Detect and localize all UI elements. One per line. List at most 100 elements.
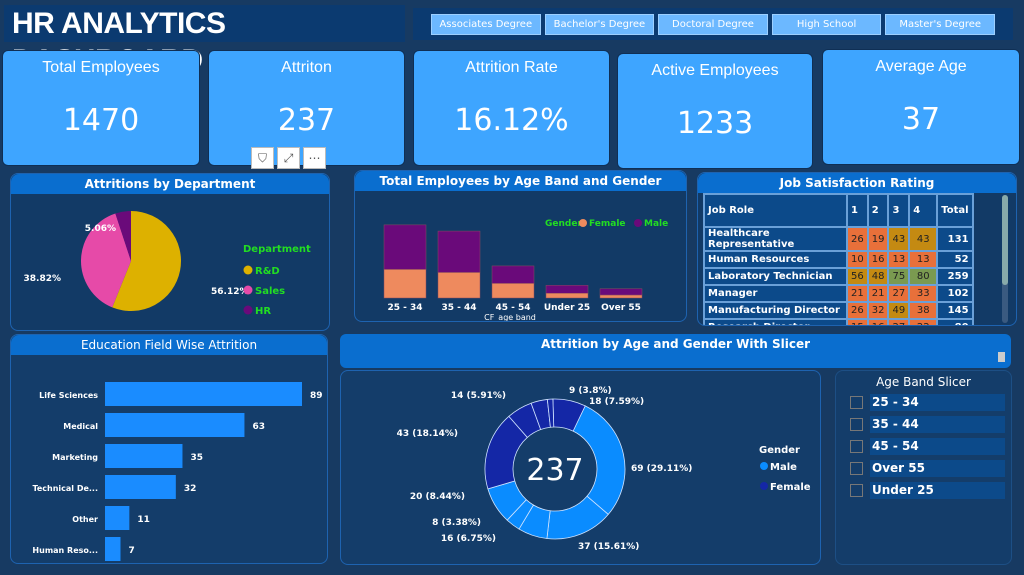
y-tick-label: Life Sciences: [39, 391, 98, 400]
bar-data-label: 89: [310, 391, 323, 401]
checkbox[interactable]: [850, 484, 863, 497]
rating-cell: 56: [846, 267, 869, 286]
slicer-option[interactable]: Under 25: [850, 482, 1011, 499]
slicer-option-label: 35 - 44: [870, 416, 1005, 433]
kpi-attrition-rate: Attrition Rate 16.12%: [413, 50, 610, 166]
legend-item: Female: [589, 219, 626, 229]
bar-male: [599, 288, 643, 296]
column-header[interactable]: 3: [887, 193, 911, 228]
more-options-button[interactable]: ⋯: [303, 147, 326, 169]
bar-female: [437, 272, 481, 299]
education-bar: [105, 506, 130, 530]
slicer-option[interactable]: Over 55: [850, 460, 1011, 477]
bar-male: [437, 230, 481, 273]
degree-button-doctoral[interactable]: Doctoral Degree: [658, 14, 768, 35]
checkbox[interactable]: [850, 396, 863, 409]
total-cell: 52: [936, 250, 974, 269]
rating-cell: 21: [846, 284, 869, 303]
table-scrollbar[interactable]: [1002, 195, 1008, 323]
rating-cell: 27: [887, 318, 911, 325]
rating-cell: 26: [846, 301, 869, 320]
education-bar: [105, 413, 245, 437]
total-cell: 80: [936, 318, 974, 325]
degree-button-masters[interactable]: Master's Degree: [885, 14, 995, 35]
legend-marker: [634, 219, 642, 227]
rating-cell: 27: [887, 284, 911, 303]
rating-cell: 80: [908, 267, 939, 286]
bar-data-label: 7: [128, 546, 134, 556]
donut-data-label: 16 (6.75%): [441, 534, 496, 544]
scroll-handle[interactable]: [998, 352, 1005, 362]
degree-button-high-school[interactable]: High School: [771, 14, 882, 35]
pie-slice-sales: [81, 213, 131, 308]
pie-data-label: 38.82%: [24, 274, 62, 284]
column-header[interactable]: 2: [866, 193, 890, 228]
bar-data-label: 11: [137, 515, 150, 525]
kpi-label: Active Employees: [651, 62, 779, 79]
education-slicer: Associates Degree Bachelor's Degree Doct…: [413, 8, 1013, 40]
checkbox[interactable]: [850, 440, 863, 453]
donut-data-label: 9 (3.8%): [569, 386, 612, 396]
rating-cell: 13: [887, 250, 911, 269]
legend-item: Female: [770, 482, 811, 493]
x-tick-label: Over 55: [601, 303, 641, 313]
table-header-row: Job Role 1 2 3 4 Total: [703, 193, 974, 228]
education-bar: [105, 382, 302, 406]
filter-icon[interactable]: ⛉: [251, 147, 274, 169]
job-satisfaction-table: Job Role 1 2 3 4 Total Healthcare Representati…: [703, 193, 974, 325]
bar-female: [383, 269, 427, 299]
rating-cell: 10: [846, 250, 869, 269]
legend-item: HR: [255, 306, 271, 317]
rating-cell: 43: [887, 226, 911, 252]
x-axis-label: CF_age band: [484, 313, 536, 321]
column-header[interactable]: Job Role: [703, 193, 848, 228]
kpi-label: Attriton: [281, 59, 332, 76]
kpi-attrition: Attriton 237: [208, 50, 405, 166]
slicer-option-label: Over 55: [870, 460, 1005, 477]
checkbox[interactable]: [850, 462, 863, 475]
legend-title: Department: [243, 244, 311, 255]
donut-data-label: 20 (8.44%): [410, 492, 465, 502]
table-row: Research Director1516272280: [703, 318, 974, 325]
table-row: Healthcare Representative 26 19 43 43 131: [703, 226, 974, 252]
rating-cell: 26: [846, 226, 869, 252]
visual-toolbar: ⛉ ⤢ ⋯: [251, 147, 326, 169]
kpi-value: 1233: [676, 106, 754, 141]
degree-button-bachelors[interactable]: Bachelor's Degree: [544, 14, 655, 35]
rating-cell: 32: [866, 301, 890, 320]
job-role-cell: Manager: [703, 284, 848, 303]
age-gender-panel: Total Employees by Age Band and Gender G…: [354, 170, 687, 322]
total-cell: 131: [936, 226, 974, 252]
kpi-value: 37: [901, 102, 941, 137]
table-row: Laboratory Technician 56 48 75 80 259: [703, 267, 974, 286]
y-tick-label: Marketing: [52, 453, 98, 462]
rating-cell: 15: [846, 318, 869, 325]
donut-slice-female: [546, 398, 555, 428]
table-row: Manufacturing Director 26 32 49 38 145: [703, 301, 974, 320]
dashboard-title: HR ANALYTICS DASHBOARD: [4, 5, 405, 77]
slicer-option[interactable]: 35 - 44: [850, 416, 1011, 433]
kpi-active-employees: Active Employees 1233: [617, 53, 813, 169]
y-tick-label: Technical De...: [32, 484, 98, 493]
legend-marker: [243, 305, 253, 315]
column-header[interactable]: 1: [846, 193, 869, 228]
attrition-donut-chart: 18 (7.59%) 69 (29.11%) 37 (15.61%) 16 (6.75…: [397, 386, 811, 552]
donut-data-label: 43 (18.14%): [397, 429, 458, 439]
job-role-cell: Research Director: [703, 318, 848, 325]
panel-title: Total Employees by Age Band and Gender: [355, 171, 686, 191]
table-row: Human Resources 10 16 13 13 52: [703, 250, 974, 269]
column-header[interactable]: Total: [936, 193, 974, 228]
rating-cell: 75: [887, 267, 911, 286]
slicer-option[interactable]: 45 - 54: [850, 438, 1011, 455]
column-header[interactable]: 4: [908, 193, 939, 228]
focus-mode-icon[interactable]: ⤢: [277, 147, 300, 169]
slicer-option[interactable]: 25 - 34: [850, 394, 1011, 411]
education-bar-chart: Life Sciences 89 Medical 63 Marketing 35 Techn…: [32, 382, 323, 561]
degree-button-associates[interactable]: Associates Degree: [431, 14, 541, 35]
education-bar: [105, 537, 121, 561]
bar-female: [599, 294, 643, 299]
x-tick-label: Under 25: [544, 303, 590, 313]
checkbox[interactable]: [850, 418, 863, 431]
bar-male: [545, 285, 589, 294]
rating-cell: 43: [908, 226, 939, 252]
